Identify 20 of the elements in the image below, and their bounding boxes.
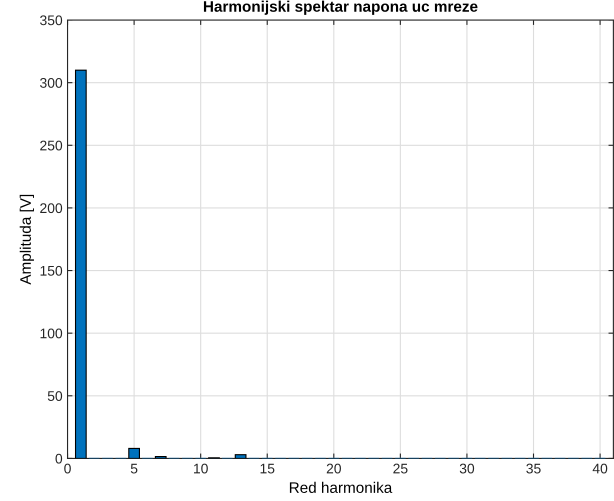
y-tick-label: 50 <box>48 391 62 401</box>
y-axis-title: Amplituda [V] <box>20 194 34 285</box>
x-tick-label: 10 <box>194 464 208 474</box>
y-tick-label: 250 <box>40 140 62 150</box>
x-tick-label: 0 <box>64 464 71 474</box>
x-tick-label: 40 <box>592 464 608 474</box>
x-tick-label: 20 <box>326 464 341 474</box>
y-tick-label: 300 <box>40 78 62 88</box>
y-tick-label: 100 <box>40 328 62 338</box>
x-tick-label: 5 <box>130 464 138 474</box>
x-tick-label: 35 <box>526 464 541 474</box>
x-tick-label: 30 <box>460 464 474 474</box>
y-tick-label: 0 <box>56 454 62 464</box>
chart-title: Harmonijski spektar napona uc mreze <box>204 0 478 15</box>
x-tick-label: 15 <box>260 464 274 474</box>
x-axis-title: Red harmonika <box>290 482 392 493</box>
y-tick-label: 150 <box>40 266 62 276</box>
y-tick-label: 350 <box>40 15 62 26</box>
x-tick-label: 25 <box>393 464 408 474</box>
y-tick-label: 200 <box>40 203 62 214</box>
